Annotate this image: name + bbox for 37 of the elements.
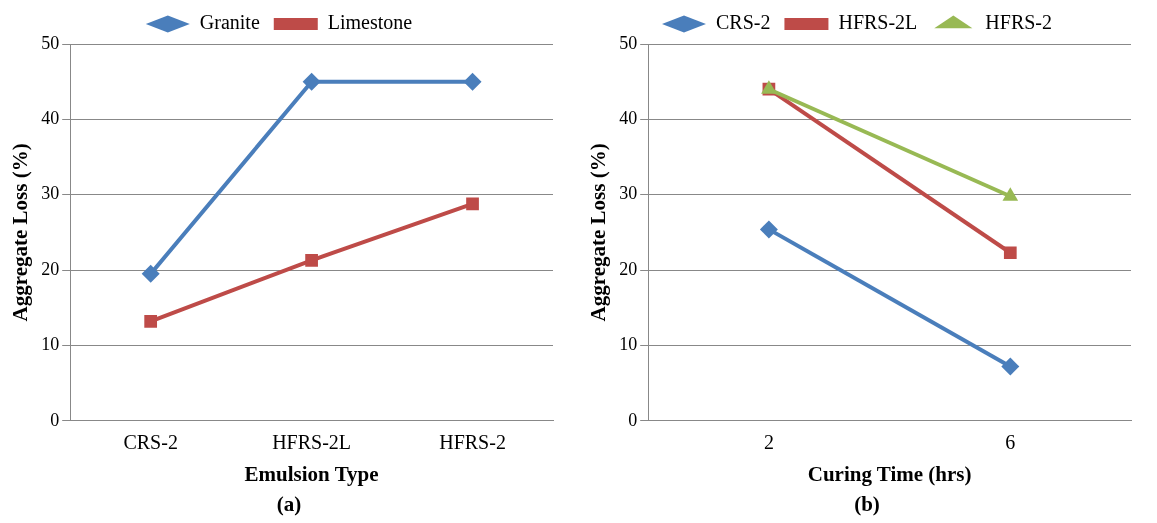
x-tick-label: 6 [1005,431,1016,454]
point [466,197,479,211]
y-axis-title: Aggregate Loss (%) [586,143,611,322]
x-axis-title: Curing Time (hrs) [807,461,972,486]
point [463,72,482,91]
y-tick-label: 50 [41,32,60,53]
y-tick-label: 30 [619,183,638,204]
point [1003,246,1017,260]
x-tick-label: HFRS-2L [272,431,352,454]
y-tick-label: 40 [41,108,60,129]
y-tick-label: 50 [619,32,638,53]
y-tick-label: 20 [41,258,60,279]
y-tick-label: 30 [41,183,60,204]
point [302,72,321,91]
legend-label: Granite [199,11,260,34]
legend-label: HFRS-2L [838,11,918,34]
y-axis-title: Aggregate Loss (%) [8,143,33,322]
x-tick-label: CRS-2 [123,431,178,454]
y-tick-label: 0 [50,409,60,430]
x-tick-label: 2 [763,431,774,454]
legend-label: HFRS-2 [985,11,1053,34]
point [144,314,158,328]
point [141,264,160,283]
text: (b) [853,492,881,517]
point [1001,357,1020,376]
point [305,253,318,267]
point [759,220,778,239]
legend-label: CRS-2 [715,11,771,34]
y-tick-label: 10 [619,334,638,355]
y-tick-label: 20 [619,258,638,279]
y-tick-label: 40 [619,108,638,129]
y-tick-label: 10 [41,334,60,355]
x-axis-title: Emulsion Type [244,461,379,486]
legend-label: Limestone [327,11,413,34]
y-tick-label: 0 [628,409,638,430]
text: (a) [275,492,303,517]
x-tick-label: HFRS-2 [439,431,506,454]
